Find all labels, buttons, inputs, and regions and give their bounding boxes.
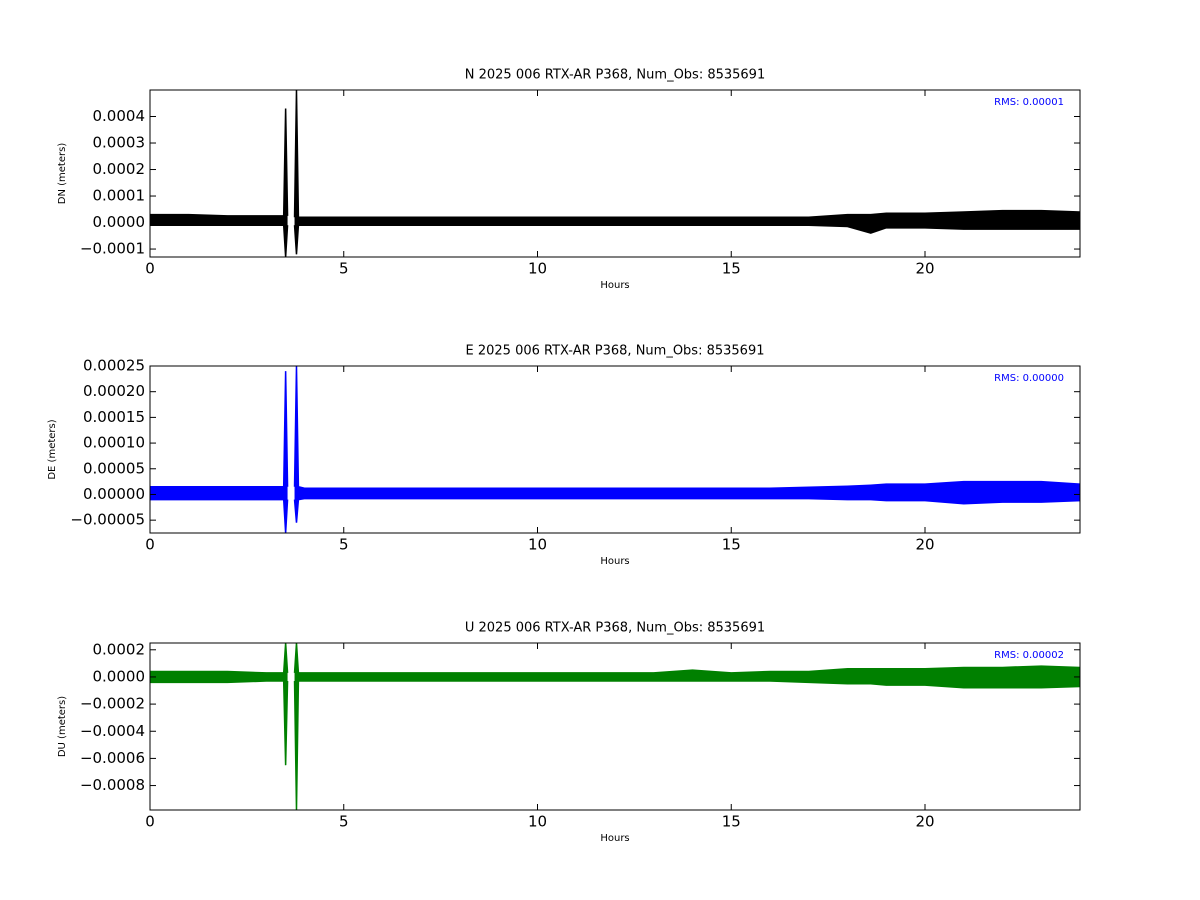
y-axis-label: DU (meters): [57, 696, 68, 757]
y-tick-label: −0.0001: [80, 240, 145, 258]
noise-band: [294, 90, 1081, 255]
rms-annotation: RMS: 0.00001: [994, 97, 1064, 108]
x-tick-label: 15: [722, 536, 741, 554]
chart-title: N 2025 006 RTX-AR P368, Num_Obs: 8535691: [465, 68, 765, 83]
x-tick-label: 20: [915, 813, 934, 831]
x-tick-label: 5: [339, 536, 349, 554]
series-line: [150, 643, 1080, 674]
x-tick-label: 15: [722, 260, 741, 278]
series-line: [150, 90, 1080, 218]
x-tick-label: 5: [339, 260, 349, 278]
y-tick-label: 0.0000: [93, 213, 146, 231]
y-tick-label: 0.00025: [83, 357, 145, 375]
y-tick-label: −0.0004: [80, 722, 145, 740]
noise-band: [150, 643, 288, 766]
y-tick-label: 0.0004: [93, 107, 146, 125]
x-axis-label: Hours: [600, 280, 629, 291]
x-tick-label: 20: [915, 260, 934, 278]
noise-band: [150, 371, 288, 533]
x-axis-label: Hours: [600, 833, 629, 844]
y-tick-label: 0.0002: [93, 640, 146, 658]
x-tick-label: 10: [528, 536, 547, 554]
chart-title: U 2025 006 RTX-AR P368, Num_Obs: 8535691: [465, 621, 765, 636]
x-tick-label: 20: [915, 536, 934, 554]
chart-title: E 2025 006 RTX-AR P368, Num_Obs: 8535691: [466, 344, 765, 359]
y-tick-label: −0.0008: [80, 776, 145, 794]
x-tick-label: 0: [145, 260, 155, 278]
x-tick-label: 0: [145, 813, 155, 831]
x-tick-label: 10: [528, 260, 547, 278]
rms-annotation: RMS: 0.00000: [994, 373, 1064, 384]
y-tick-label: 0.0001: [93, 187, 146, 205]
y-tick-label: 0.0000: [93, 667, 146, 685]
y-axis-label: DE (meters): [47, 419, 58, 479]
series-line: [150, 497, 1080, 533]
y-tick-label: −0.00005: [70, 511, 145, 529]
x-tick-label: 15: [722, 813, 741, 831]
y-axis-label: DN (meters): [57, 143, 68, 205]
y-tick-label: 0.00020: [83, 382, 145, 400]
y-tick-label: 0.0003: [93, 134, 146, 152]
noise-band: [150, 108, 288, 257]
y-tick-label: 0.00000: [83, 485, 145, 503]
y-tick-label: 0.0002: [93, 160, 146, 178]
plot-frame: [149, 642, 1081, 811]
series-line: [150, 224, 1080, 257]
x-tick-label: 5: [339, 813, 349, 831]
noise-band: [294, 366, 1081, 523]
x-axis-label: Hours: [600, 556, 629, 567]
x-tick-label: 10: [528, 813, 547, 831]
series-line: [150, 680, 1080, 810]
series-line: [150, 366, 1080, 490]
plot-frame: [149, 89, 1081, 258]
plot-frame: [149, 365, 1081, 534]
y-tick-label: −0.0006: [80, 749, 145, 767]
x-tick-label: 0: [145, 536, 155, 554]
y-tick-label: 0.00005: [83, 459, 145, 477]
y-tick-label: −0.0002: [80, 695, 145, 713]
y-tick-label: 0.00015: [83, 408, 145, 426]
y-tick-label: 0.00010: [83, 434, 145, 452]
rms-annotation: RMS: 0.00002: [994, 650, 1064, 661]
